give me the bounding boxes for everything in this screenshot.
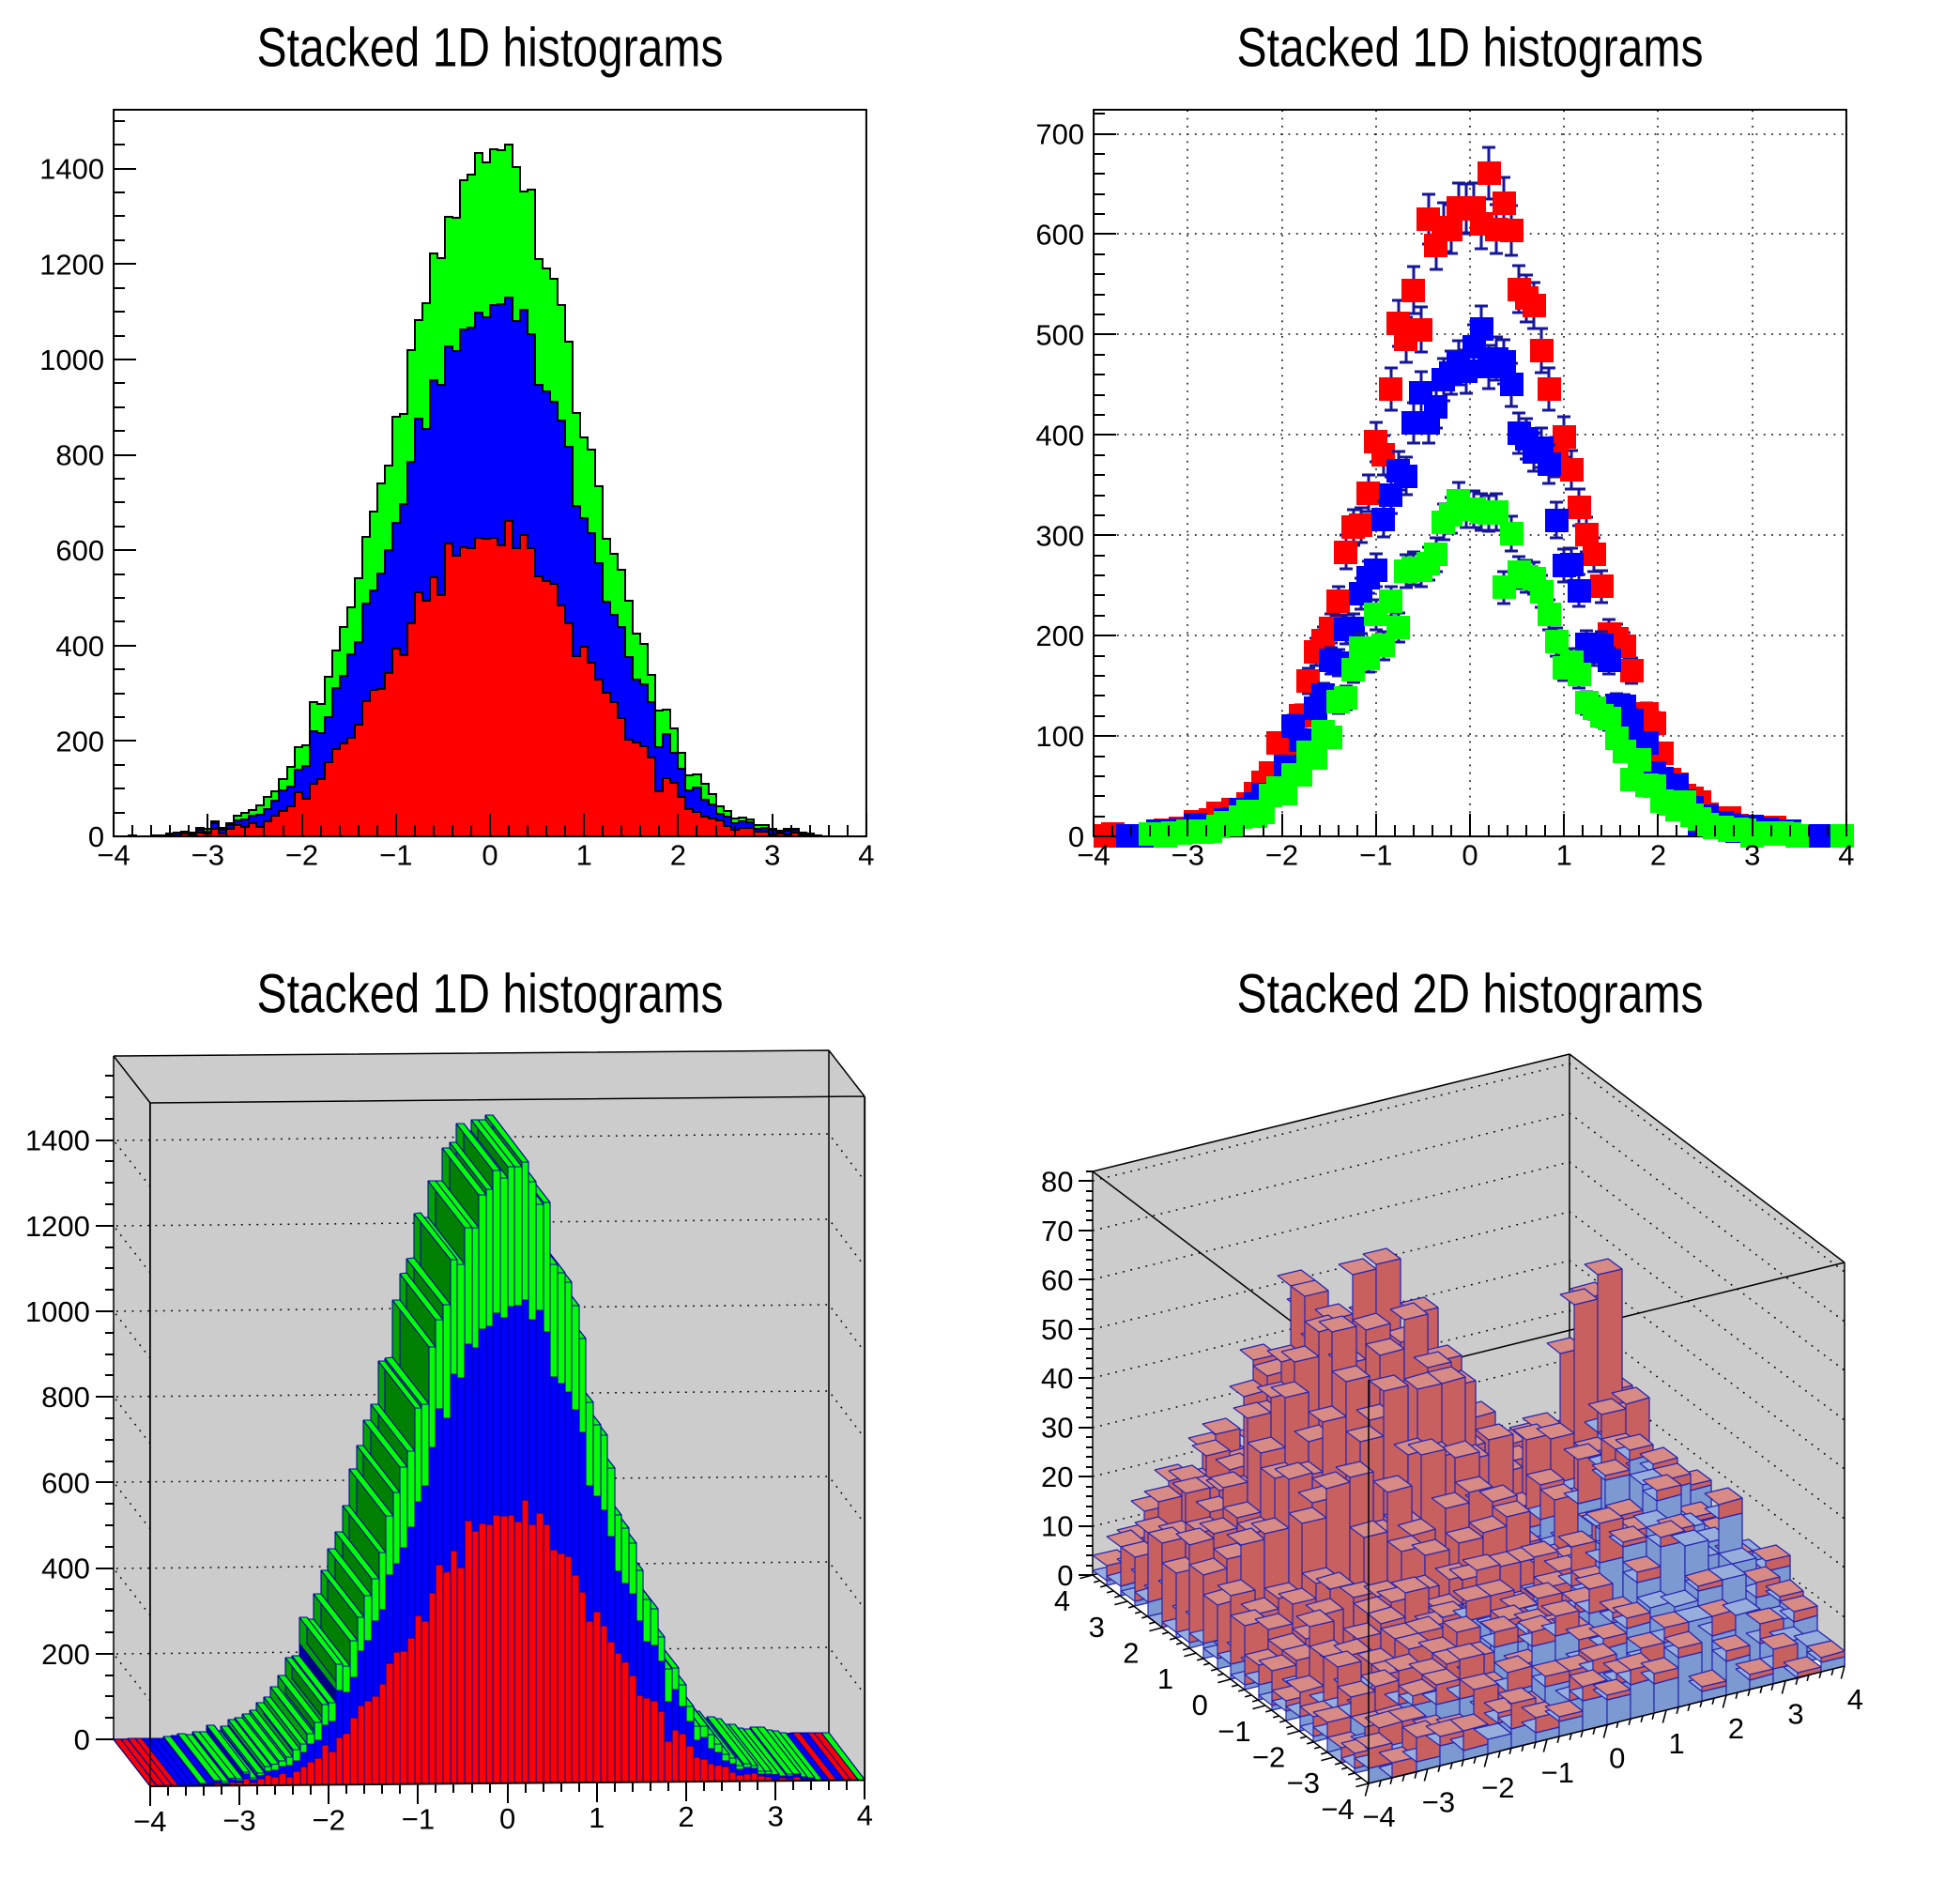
svg-text:0: 0	[88, 820, 104, 853]
svg-text:3: 3	[764, 839, 780, 872]
svg-text:4: 4	[858, 839, 874, 872]
svg-text:1400: 1400	[39, 153, 104, 186]
svg-text:0: 0	[1192, 1689, 1208, 1721]
svg-text:−1: −1	[1217, 1715, 1250, 1748]
svg-text:40: 40	[1041, 1362, 1073, 1395]
svg-text:0: 0	[482, 839, 498, 872]
svg-text:0: 0	[1068, 820, 1084, 853]
svg-text:500: 500	[1035, 318, 1084, 351]
svg-text:−2: −2	[313, 1803, 345, 1836]
svg-text:200: 200	[41, 1638, 90, 1671]
svg-text:−3: −3	[222, 1804, 255, 1837]
svg-text:Stacked 1D histograms: Stacked 1D histograms	[257, 964, 724, 1025]
svg-text:−3: −3	[191, 839, 224, 872]
svg-text:3: 3	[1744, 839, 1760, 872]
svg-text:−2: −2	[1481, 1771, 1514, 1804]
svg-text:Stacked 1D histograms: Stacked 1D histograms	[1237, 18, 1704, 79]
svg-text:2: 2	[670, 839, 686, 872]
svg-text:−3: −3	[1171, 839, 1204, 872]
svg-text:800: 800	[55, 439, 104, 472]
svg-text:600: 600	[1035, 219, 1084, 252]
svg-text:20: 20	[1041, 1461, 1073, 1493]
svg-text:1200: 1200	[39, 248, 104, 281]
svg-text:1200: 1200	[25, 1210, 90, 1243]
svg-text:Stacked 2D histograms: Stacked 2D histograms	[1237, 964, 1704, 1025]
svg-text:−4: −4	[133, 1805, 166, 1838]
svg-text:70: 70	[1041, 1215, 1073, 1247]
svg-text:−3: −3	[1287, 1767, 1320, 1799]
svg-text:400: 400	[41, 1553, 90, 1585]
svg-text:0: 0	[1462, 839, 1478, 872]
svg-text:−4: −4	[1321, 1793, 1354, 1826]
svg-text:600: 600	[55, 534, 104, 567]
svg-text:−4: −4	[97, 839, 130, 872]
svg-text:−2: −2	[285, 839, 318, 872]
svg-text:30: 30	[1041, 1412, 1073, 1445]
svg-text:−3: −3	[1422, 1785, 1455, 1818]
svg-text:4: 4	[1054, 1584, 1070, 1617]
svg-text:10: 10	[1041, 1510, 1073, 1543]
svg-text:0: 0	[1057, 1559, 1073, 1592]
svg-text:1400: 1400	[25, 1124, 90, 1157]
svg-text:3: 3	[1089, 1611, 1105, 1644]
svg-text:−2: −2	[1252, 1741, 1285, 1774]
svg-text:1: 1	[1556, 839, 1572, 872]
svg-text:3: 3	[1787, 1698, 1803, 1731]
svg-text:−2: −2	[1265, 839, 1298, 872]
svg-text:100: 100	[1035, 720, 1084, 753]
svg-text:0: 0	[499, 1802, 515, 1835]
svg-text:Stacked 1D histograms: Stacked 1D histograms	[257, 18, 724, 79]
svg-text:60: 60	[1041, 1263, 1073, 1296]
svg-text:300: 300	[1035, 519, 1084, 552]
svg-text:200: 200	[55, 726, 104, 758]
svg-text:1: 1	[589, 1801, 605, 1834]
svg-text:700: 700	[1035, 118, 1084, 151]
svg-text:2: 2	[1728, 1712, 1744, 1745]
svg-text:2: 2	[1650, 839, 1666, 872]
svg-text:600: 600	[41, 1466, 90, 1499]
svg-text:1000: 1000	[39, 344, 104, 376]
svg-text:0: 0	[74, 1723, 90, 1756]
svg-text:400: 400	[1035, 419, 1084, 451]
svg-text:4: 4	[1838, 839, 1854, 872]
svg-text:0: 0	[1609, 1742, 1625, 1775]
svg-text:4: 4	[1847, 1683, 1863, 1716]
svg-text:−1: −1	[379, 839, 412, 872]
svg-text:2: 2	[678, 1800, 694, 1833]
svg-text:1: 1	[1157, 1662, 1173, 1695]
svg-text:50: 50	[1041, 1313, 1073, 1346]
svg-text:80: 80	[1041, 1166, 1073, 1199]
svg-text:200: 200	[1035, 620, 1084, 652]
svg-text:400: 400	[55, 630, 104, 663]
svg-text:−1: −1	[1541, 1756, 1574, 1789]
svg-text:−4: −4	[1077, 839, 1110, 872]
svg-text:4: 4	[857, 1799, 873, 1832]
svg-text:2: 2	[1123, 1637, 1139, 1670]
svg-text:1000: 1000	[25, 1295, 90, 1328]
svg-text:1: 1	[1668, 1727, 1684, 1760]
svg-text:−4: −4	[1362, 1800, 1395, 1833]
svg-text:1: 1	[576, 839, 592, 872]
svg-text:−1: −1	[1359, 839, 1392, 872]
svg-text:−1: −1	[402, 1803, 435, 1836]
svg-text:800: 800	[41, 1381, 90, 1414]
svg-text:3: 3	[768, 1799, 784, 1832]
